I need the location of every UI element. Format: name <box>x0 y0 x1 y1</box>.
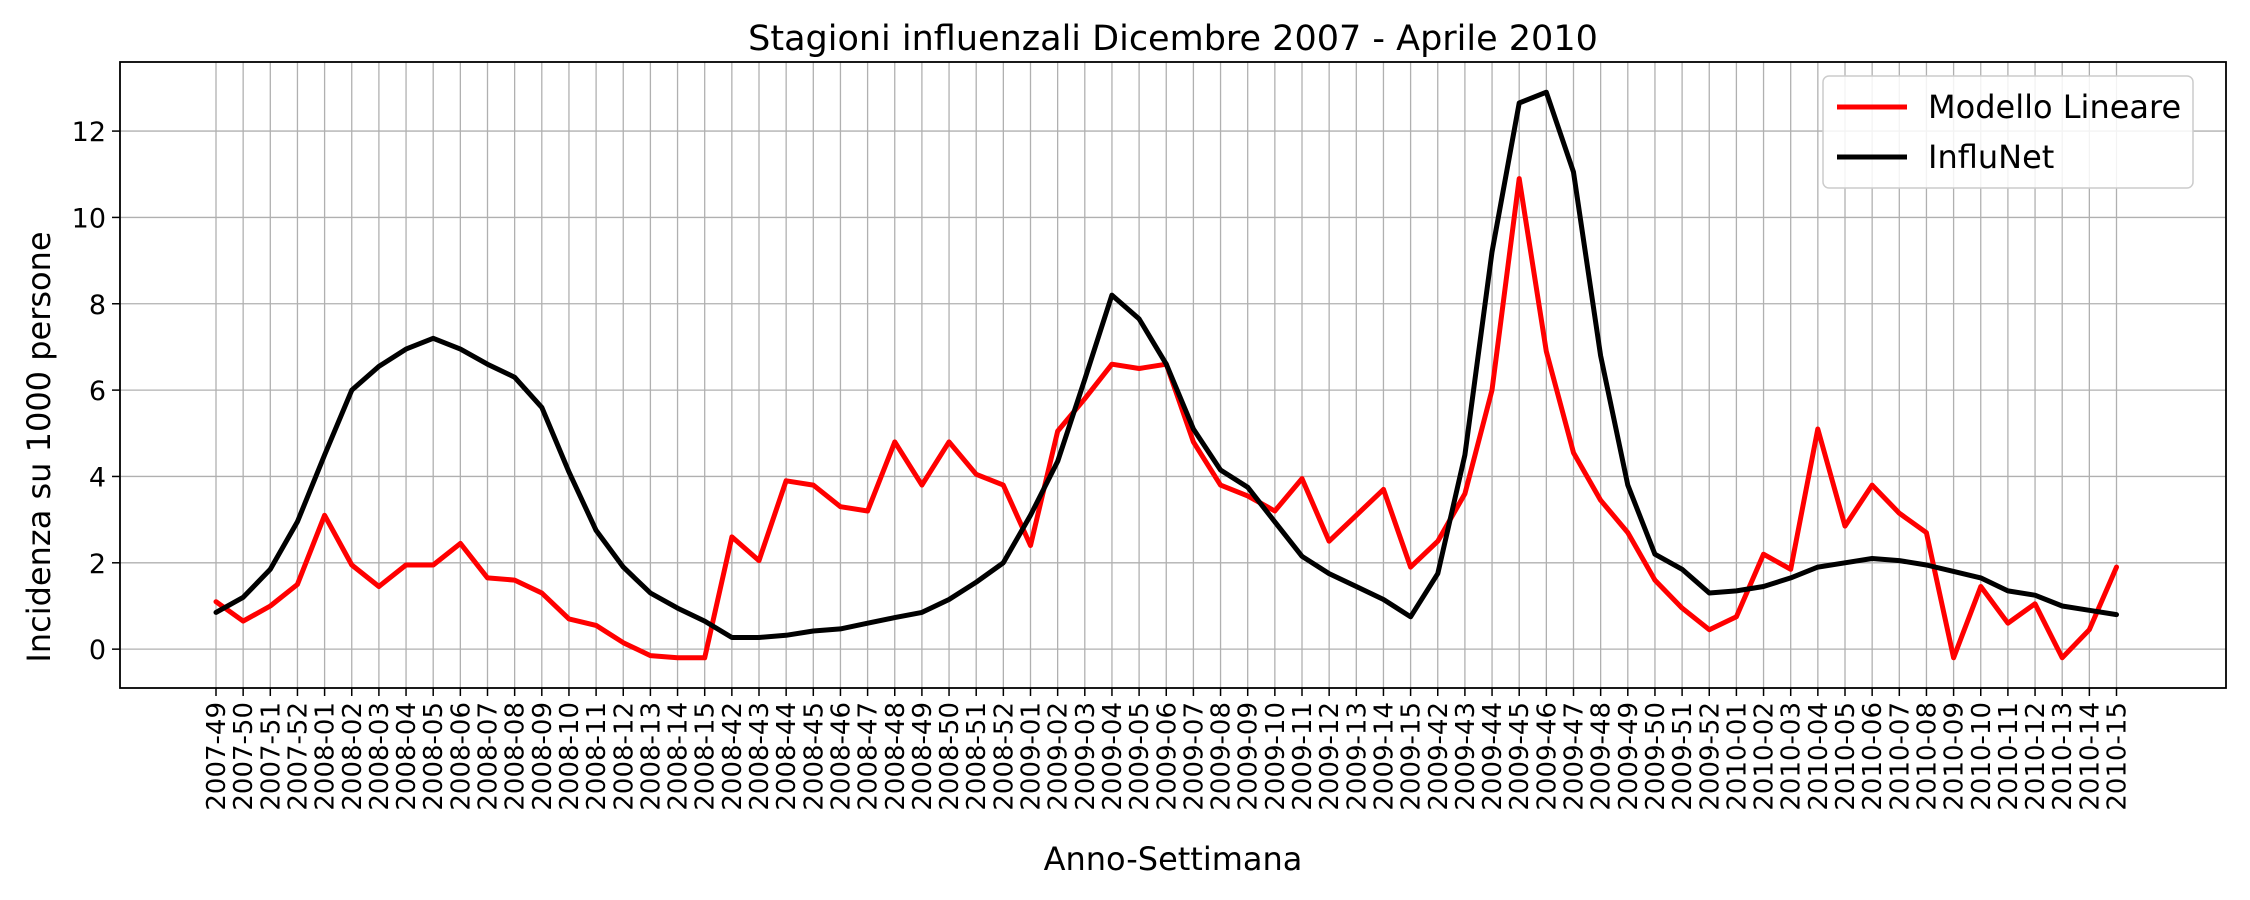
y-tick-label: 0 <box>89 635 106 666</box>
legend: Modello Lineare InfluNet <box>1822 75 2194 189</box>
x-tick-label: 2009-06 <box>1152 702 1182 811</box>
x-tick-label: 2007-51 <box>256 702 286 811</box>
x-tick-label: 2010-11 <box>1994 702 2024 811</box>
x-tick-label: 2010-12 <box>2021 702 2051 811</box>
x-tick-label: 2010-09 <box>1940 702 1970 811</box>
x-tick-label: 2009-52 <box>1695 702 1725 811</box>
x-tick-label: 2008-48 <box>881 702 911 811</box>
x-tick-label: 2009-48 <box>1587 702 1617 811</box>
x-tick-label: 2008-45 <box>799 702 829 811</box>
y-tick-label: 4 <box>89 462 106 493</box>
x-tick-label: 2008-46 <box>826 702 856 811</box>
x-tick-label: 2008-10 <box>555 702 585 811</box>
series-lines <box>213 89 2119 661</box>
x-tick-label: 2010-02 <box>1750 702 1780 811</box>
x-tick-label: 2009-46 <box>1532 702 1562 811</box>
x-tick-label: 2009-15 <box>1397 702 1427 811</box>
x-tick-label: 2010-04 <box>1804 702 1834 811</box>
x-tick-label: 2009-02 <box>1044 702 1074 811</box>
x-tick-label: 2008-44 <box>772 702 802 811</box>
x-tick-label: 2007-49 <box>202 702 232 811</box>
x-tick-label: 2009-05 <box>1125 702 1155 811</box>
x-tick-label: 2008-52 <box>989 702 1019 811</box>
x-tick-label: 2008-42 <box>718 702 748 811</box>
x-tick-label: 2010-13 <box>2048 702 2078 811</box>
x-tick-label: 2009-44 <box>1478 702 1508 811</box>
chart-title: Stagioni influenzali Dicembre 2007 - Apr… <box>748 19 1598 59</box>
x-axis-ticks: 2007-492007-502007-512007-522008-012008-… <box>202 688 2133 811</box>
x-tick-label: 2008-02 <box>338 702 368 811</box>
x-tick-label: 2009-14 <box>1369 702 1399 811</box>
x-tick-label: 2009-07 <box>1179 702 1209 811</box>
x-tick-label: 2010-15 <box>2103 702 2133 811</box>
x-tick-label: 2009-10 <box>1261 702 1291 811</box>
x-axis-label: Anno-Settimana <box>1044 840 1303 878</box>
x-tick-label: 2007-52 <box>283 702 313 811</box>
x-tick-label: 2008-15 <box>691 702 721 811</box>
x-tick-label: 2008-09 <box>528 702 558 811</box>
x-tick-label: 2010-10 <box>1967 702 1997 811</box>
x-tick-label: 2009-42 <box>1424 702 1454 811</box>
x-tick-label: 2009-45 <box>1505 702 1535 811</box>
x-tick-label: 2010-07 <box>1885 702 1915 811</box>
x-tick-label: 2009-08 <box>1207 702 1237 811</box>
x-tick-label: 2009-12 <box>1315 702 1345 811</box>
legend-label-modello-lineare: Modello Lineare <box>1928 88 2181 126</box>
x-tick-label: 2008-07 <box>474 702 504 811</box>
x-tick-label: 2008-01 <box>311 702 341 811</box>
x-tick-label: 2008-04 <box>392 702 422 811</box>
x-tick-label: 2010-06 <box>1858 702 1888 811</box>
plot-frame <box>119 61 2227 689</box>
x-tick-label: 2008-43 <box>745 702 775 811</box>
x-tick-label: 2009-51 <box>1668 702 1698 811</box>
x-tick-label: 2009-13 <box>1342 702 1372 811</box>
y-tick-label: 6 <box>89 376 106 407</box>
x-tick-label: 2010-14 <box>2075 702 2105 811</box>
x-tick-label: 2010-01 <box>1722 702 1752 811</box>
x-tick-label: 2010-08 <box>1912 702 1942 811</box>
y-tick-label: 10 <box>72 203 106 234</box>
y-axis-ticks: 0 2 4 6 8 10 12 <box>72 117 120 666</box>
x-tick-label: 2008-49 <box>908 702 938 811</box>
x-tick-label: 2009-04 <box>1098 702 1128 811</box>
x-tick-label: 2009-01 <box>1017 702 1047 811</box>
legend-label-influnet: InfluNet <box>1928 138 2054 176</box>
x-tick-label: 2008-08 <box>501 702 531 811</box>
x-tick-label: 2009-50 <box>1641 702 1671 811</box>
x-tick-label: 2010-05 <box>1831 702 1861 811</box>
x-tick-label: 2009-03 <box>1071 702 1101 811</box>
x-tick-label: 2008-11 <box>582 702 612 811</box>
x-tick-label: 2010-03 <box>1777 702 1807 811</box>
x-tick-label: 2008-12 <box>609 702 639 811</box>
x-tick-label: 2008-05 <box>419 702 449 811</box>
legend-box <box>1822 75 2194 189</box>
x-tick-label: 2007-50 <box>229 702 259 811</box>
y-tick-label: 12 <box>72 117 106 148</box>
x-tick-label: 2008-13 <box>636 702 666 811</box>
x-tick-label: 2009-47 <box>1560 702 1590 811</box>
x-tick-label: 2008-06 <box>446 702 476 811</box>
series-line-influnet <box>213 89 2119 640</box>
x-tick-label: 2009-11 <box>1288 702 1318 811</box>
x-tick-label: 2008-47 <box>854 702 884 811</box>
x-tick-label: 2008-51 <box>962 702 992 811</box>
x-tick-label: 2009-09 <box>1234 702 1264 811</box>
y-tick-label: 8 <box>89 290 106 321</box>
x-tick-label: 2009-43 <box>1451 702 1481 811</box>
x-tick-label: 2008-50 <box>935 702 965 811</box>
x-tick-label: 2008-14 <box>664 702 694 811</box>
y-axis-label: Incidenza su 1000 persone <box>20 231 58 662</box>
x-tick-label: 2008-03 <box>365 702 395 811</box>
x-tick-label: 2009-49 <box>1614 702 1644 811</box>
y-tick-label: 2 <box>89 549 106 580</box>
